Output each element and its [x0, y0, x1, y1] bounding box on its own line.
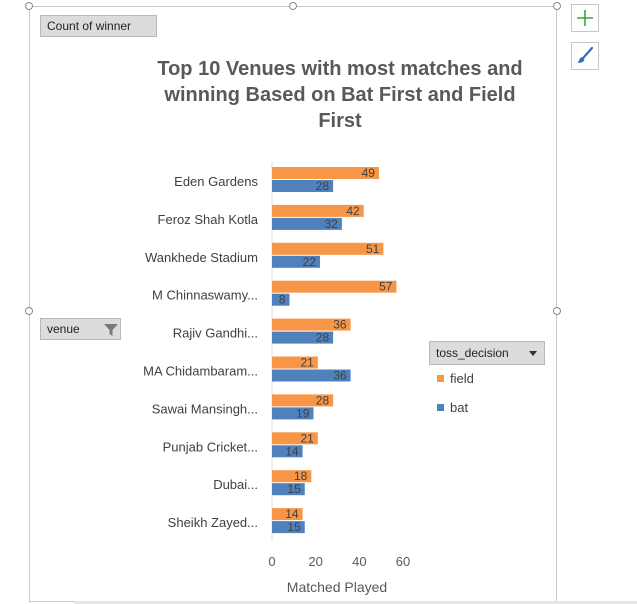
data-label-bat: 28 — [316, 179, 330, 193]
legend-swatch-field — [437, 375, 444, 382]
values-field-label: Count of winner — [47, 19, 132, 33]
data-label-bat: 15 — [287, 520, 301, 534]
toss-decision-field-label: toss_decision — [436, 346, 509, 360]
x-axis-title: Matched Played — [287, 579, 387, 595]
bar-field — [272, 432, 318, 445]
data-label-field: 21 — [300, 431, 314, 445]
category-label: Rajiv Gandhi... — [173, 326, 258, 341]
bar-bat — [272, 293, 290, 306]
bar-field — [272, 242, 384, 255]
resize-handle-top-left[interactable] — [25, 2, 33, 10]
data-label-field: 14 — [285, 507, 299, 521]
bar-field — [272, 204, 364, 217]
bar-bat — [272, 483, 305, 496]
data-label-field: 36 — [333, 318, 347, 332]
plus-icon — [577, 10, 593, 26]
data-label-bat: 15 — [287, 482, 301, 496]
chart-area[interactable] — [29, 6, 557, 602]
bar-bat — [272, 407, 314, 420]
data-label-field: 28 — [316, 393, 330, 407]
legend-swatch-bat — [437, 404, 444, 411]
category-label: Sawai Mansingh... — [152, 401, 258, 416]
resize-handle-top-center[interactable] — [289, 2, 297, 10]
sheet-strip — [74, 601, 637, 604]
values-field-button[interactable]: Count of winner — [40, 15, 157, 37]
bar-field — [272, 470, 312, 483]
chart-elements-button[interactable] — [571, 4, 599, 32]
resize-handle-top-right[interactable] — [553, 2, 561, 10]
bar-bat — [272, 217, 342, 230]
data-label-field: 57 — [379, 280, 393, 294]
bar-bat — [272, 331, 334, 344]
bar-field — [272, 318, 351, 331]
bar-bat — [272, 445, 303, 458]
chart-title-line-1: Top 10 Venues with most matches and — [157, 58, 523, 80]
data-label-field: 49 — [362, 166, 376, 180]
x-tick-label: 60 — [396, 554, 410, 569]
category-label: Wankhede Stadium — [145, 250, 258, 265]
x-tick-label: 20 — [308, 554, 322, 569]
resize-handle-middle-right[interactable] — [553, 307, 561, 315]
category-label: Punjab Cricket... — [163, 439, 258, 454]
chart-styles-button[interactable] — [571, 42, 599, 70]
data-label-bat: 36 — [333, 369, 347, 383]
chart-title-line-3: First — [318, 110, 362, 132]
legend-label-bat: bat — [450, 400, 469, 415]
x-tick-label: 40 — [352, 554, 366, 569]
bar-bat — [272, 521, 305, 534]
venue-field-button[interactable]: venue — [40, 318, 121, 340]
chevron-down-icon[interactable] — [528, 350, 538, 358]
venue-field-label: venue — [47, 322, 80, 336]
category-label: Sheikh Zayed... — [168, 515, 258, 530]
bar-bat — [272, 180, 334, 192]
toss-decision-field-button[interactable]: toss_decision — [429, 341, 545, 365]
x-tick-label: 0 — [268, 554, 275, 569]
bar-field — [272, 394, 334, 407]
data-label-bat: 19 — [296, 406, 310, 420]
category-label: Dubai... — [213, 477, 258, 492]
filter-icon[interactable] — [103, 322, 119, 338]
data-label-bat: 28 — [316, 331, 330, 345]
category-label: Feroz Shah Kotla — [158, 212, 259, 227]
chart-title-line-2: winning Based on Bat First and Field — [164, 84, 516, 106]
data-label-bat: 14 — [285, 444, 299, 458]
paintbrush-icon — [578, 46, 594, 63]
category-label: Eden Gardens — [174, 174, 258, 189]
bar-field — [272, 280, 397, 293]
chart-title: Top 10 Venues with most matches and winn… — [140, 56, 540, 134]
legend-item-bat: bat — [437, 400, 468, 415]
bar-bat — [272, 255, 321, 268]
legend-item-field: field — [437, 371, 474, 386]
data-label-field: 42 — [346, 204, 360, 218]
bar-field — [272, 167, 379, 179]
data-label-bat: 32 — [325, 217, 339, 231]
category-label: MA Chidambaram... — [143, 364, 258, 379]
resize-handle-middle-left[interactable] — [25, 307, 33, 315]
bar-bat — [272, 369, 351, 382]
data-label-field: 21 — [300, 356, 314, 370]
category-label: M Chinnaswamy... — [152, 288, 258, 303]
bar-field — [272, 356, 318, 369]
data-label-field: 18 — [294, 469, 308, 483]
data-label-bat: 8 — [279, 293, 286, 307]
bar-field — [272, 508, 303, 521]
legend-label-field: field — [450, 371, 474, 386]
data-label-field: 51 — [366, 242, 380, 256]
data-label-bat: 22 — [303, 255, 317, 269]
